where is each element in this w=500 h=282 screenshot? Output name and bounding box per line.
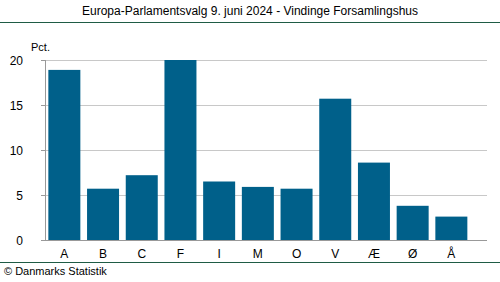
x-tick-label: M [253, 247, 263, 261]
title: Europa-Parlamentsvalg 9. juni 2024 - Vin… [82, 4, 418, 18]
y-tick-label: 15 [10, 99, 24, 113]
y-tick [41, 105, 45, 106]
grid-line [45, 150, 487, 151]
title-rule [0, 22, 500, 23]
bar [242, 187, 274, 240]
footer-rule [0, 262, 500, 263]
x-tick-label: Ø [408, 247, 417, 261]
x-tick-label: Å [447, 246, 455, 261]
y-tick-label: 0 [16, 234, 23, 248]
bar [319, 99, 351, 240]
x-tick-label: C [137, 247, 146, 261]
y-tick-label: 5 [16, 189, 23, 203]
bar [87, 189, 119, 240]
x-tick-label: B [99, 247, 107, 261]
x-axis-line [45, 240, 487, 241]
y-axis-line [45, 60, 46, 240]
chart-container: Europa-Parlamentsvalg 9. juni 2024 - Vin… [0, 0, 500, 282]
y-tick [41, 150, 45, 151]
bar [397, 206, 429, 240]
grid-line [45, 240, 487, 241]
grid-line [45, 105, 487, 106]
grid-line [45, 60, 487, 61]
y-axis-label: Pct. [31, 41, 50, 53]
x-tick-label: O [292, 247, 301, 261]
y-tick-label: 10 [10, 144, 24, 158]
bars [48, 60, 467, 240]
bar [164, 60, 196, 240]
y-tick [41, 240, 45, 241]
x-tick-label: Æ [368, 247, 380, 261]
y-tick [41, 60, 45, 61]
x-tick-label: V [331, 247, 339, 261]
bar [435, 217, 467, 240]
bar [48, 70, 80, 240]
x-tick-label: A [60, 247, 68, 261]
grid: 0 5 10 15 20 [10, 54, 487, 248]
bar [281, 189, 313, 240]
bar [358, 163, 390, 240]
source: © Danmarks Statistik [4, 265, 107, 277]
bar [203, 182, 235, 241]
y-tick [41, 195, 45, 196]
chart-svg: Europa-Parlamentsvalg 9. juni 2024 - Vin… [0, 0, 500, 282]
bar [126, 175, 158, 240]
x-tick-label: I [217, 247, 220, 261]
y-tick-label: 20 [10, 54, 24, 68]
x-tick-label: F [177, 247, 184, 261]
